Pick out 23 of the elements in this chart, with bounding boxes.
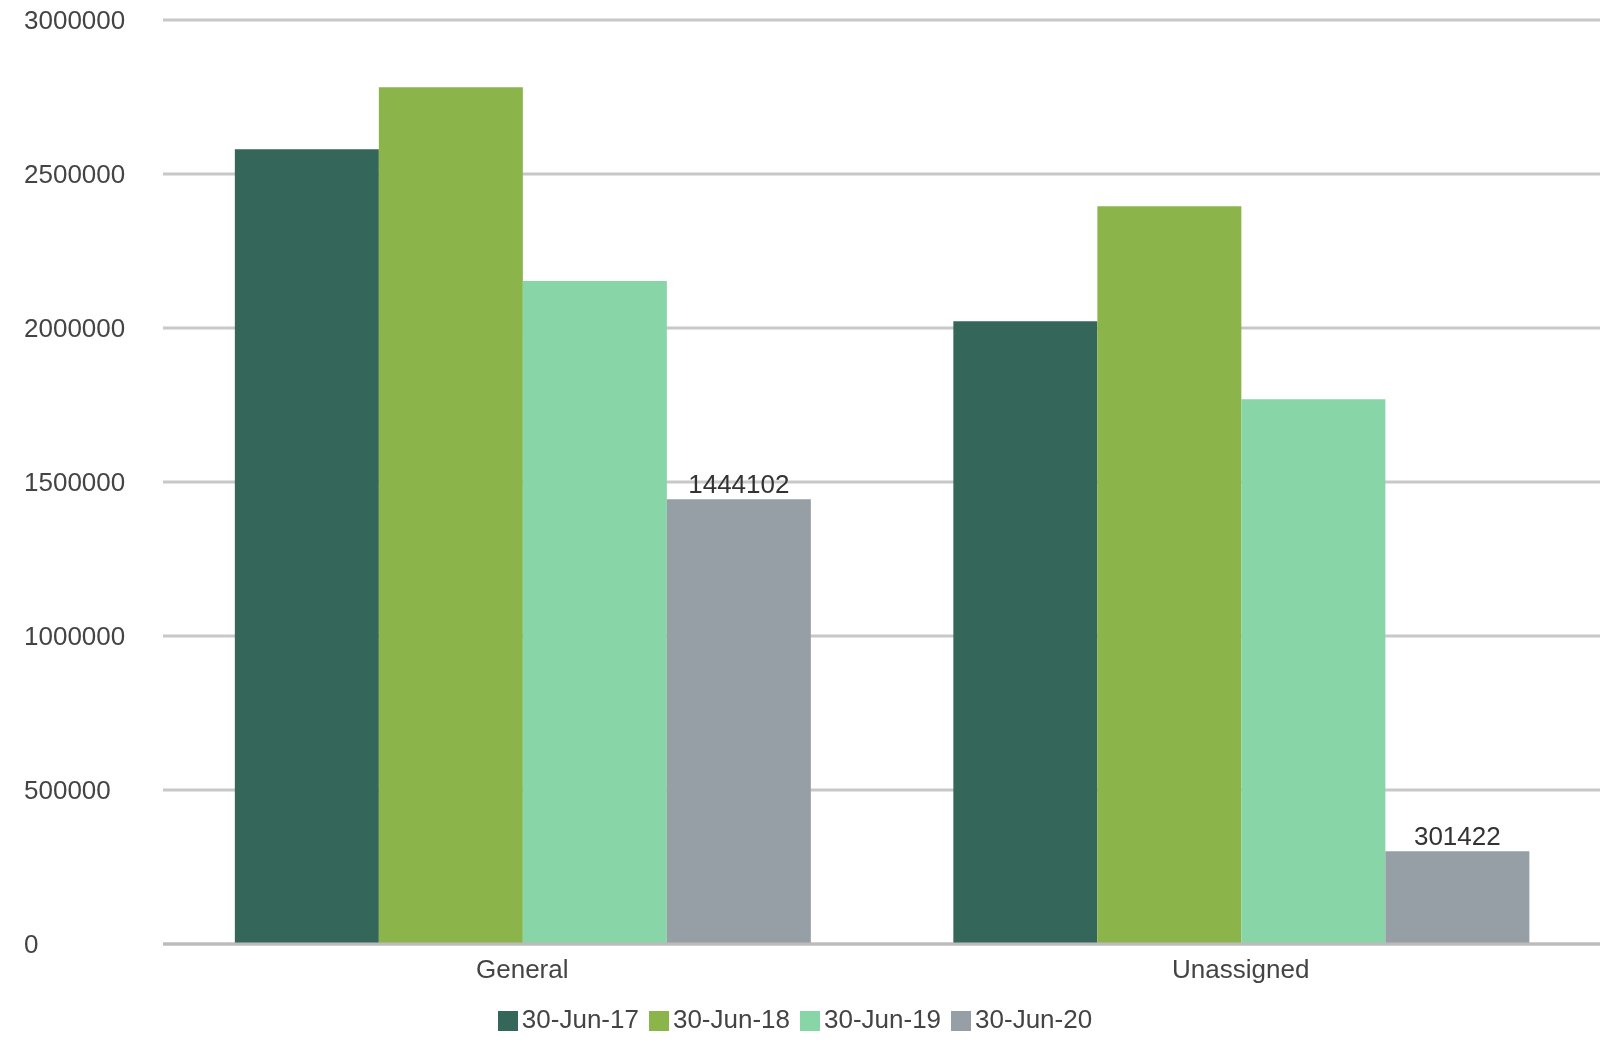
bar — [1097, 206, 1242, 944]
bar — [1241, 399, 1386, 944]
legend-label: 30-Jun-19 — [824, 1004, 942, 1034]
bar — [953, 321, 1098, 944]
x-tick-label: General — [476, 954, 569, 985]
legend-label: 30-Jun-20 — [975, 1004, 1093, 1034]
x-tick-label: Unassigned — [1172, 954, 1310, 985]
y-tick-label: 1000000 — [24, 621, 126, 651]
data-label: 301422 — [1413, 821, 1501, 852]
y-tick-label: 2000000 — [24, 313, 126, 343]
y-tick-label: 500000 — [24, 775, 111, 805]
y-tick-label: 1500000 — [24, 467, 126, 497]
legend-label: 30-Jun-18 — [672, 1004, 790, 1034]
bar — [522, 280, 667, 944]
bar — [234, 149, 379, 944]
y-tick-label: 2500000 — [24, 159, 126, 189]
y-tick-label: 0 — [24, 929, 39, 959]
legend-label: 30-Jun-17 — [521, 1004, 639, 1034]
bar — [378, 87, 523, 944]
y-tick-label: 3000000 — [24, 5, 126, 35]
bar — [1385, 851, 1530, 944]
bar — [666, 499, 811, 944]
data-label: 1444102 — [688, 469, 790, 500]
